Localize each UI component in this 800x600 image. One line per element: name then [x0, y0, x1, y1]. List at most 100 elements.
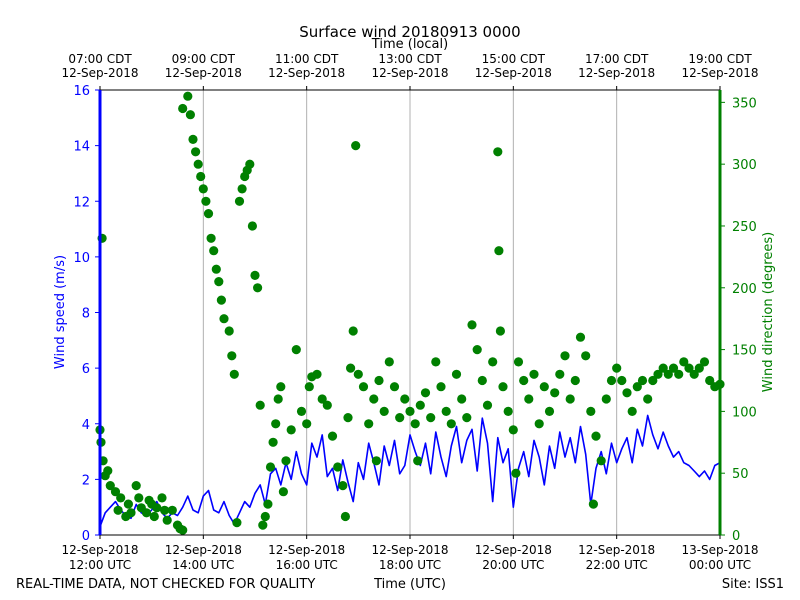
- grid-lines: [202, 90, 618, 535]
- top-tick-date: 12-Sep-2018: [61, 66, 138, 80]
- top-axis-label: Time (local): [371, 37, 448, 52]
- wind-direction-point: [588, 499, 599, 509]
- wind-direction-point: [508, 425, 518, 435]
- left-tick-label: 6: [82, 362, 90, 377]
- bottom-tick-date: 12-Sep-2018: [371, 543, 448, 557]
- wind-direction-point: [255, 400, 265, 410]
- wind-direction-point: [351, 141, 361, 151]
- bottom-tick-time: 20:00 UTC: [482, 558, 544, 572]
- wind-direction-point: [612, 363, 622, 373]
- wind-direction-point: [126, 508, 136, 518]
- wind-direction-point: [663, 369, 673, 379]
- wind-direction-point: [451, 369, 462, 379]
- wind-direction-point: [493, 147, 503, 157]
- wind-direction-point: [436, 382, 446, 392]
- bottom-tick-date: 12-Sep-2018: [578, 543, 655, 557]
- left-tick-label: 12: [73, 195, 90, 210]
- wind-direction-point: [237, 184, 247, 194]
- chart-title: Surface wind 20180913 0000: [299, 23, 520, 41]
- wind-direction-point: [333, 462, 343, 472]
- wind-direction-point: [694, 363, 704, 373]
- top-tick-time: 19:00 CDT: [688, 52, 752, 66]
- wind-direction-point: [232, 518, 242, 528]
- wind-direction-point: [152, 503, 162, 513]
- top-tick-time: 17:00 CDT: [585, 52, 649, 66]
- wind-direction-point: [245, 159, 255, 169]
- wind-direction-point: [160, 505, 170, 515]
- wind-direction-point: [317, 394, 327, 404]
- bottom-tick-time: 22:00 UTC: [586, 558, 648, 572]
- wind-direction-point: [575, 332, 586, 342]
- wind-direction-point: [555, 369, 565, 379]
- wind-direction-point: [544, 406, 555, 416]
- wind-direction-point: [519, 375, 529, 386]
- top-tick-date: 12-Sep-2018: [268, 66, 345, 80]
- wind-direction-point: [258, 520, 268, 530]
- wind-direction-point: [560, 351, 570, 361]
- wind-direction-point: [273, 394, 283, 404]
- wind-direction-point: [116, 493, 126, 503]
- wind-direction-point: [524, 394, 534, 404]
- wind-direction-point: [247, 221, 257, 231]
- wind-direction-point: [304, 382, 314, 392]
- wind-direction-point: [131, 481, 141, 491]
- wind-direction-point: [413, 456, 423, 466]
- wind-direction-point: [276, 382, 286, 392]
- wind-direction-point: [395, 413, 405, 423]
- wind-direction-point: [699, 357, 710, 367]
- wind-direction-point: [346, 363, 356, 373]
- left-tick-label: 16: [73, 84, 90, 99]
- wind-direction-point: [214, 277, 224, 287]
- wind-direction-point: [253, 283, 263, 293]
- wind-direction-point: [206, 233, 216, 243]
- wind-direction-point: [113, 505, 123, 515]
- wind-direction-point: [340, 511, 350, 522]
- wind-direction-point: [268, 437, 278, 447]
- wind-direction-point: [374, 375, 384, 386]
- site-label: Site: ISS1: [722, 577, 784, 592]
- wind-direction-point: [227, 351, 237, 361]
- wind-direction-point: [410, 419, 420, 429]
- wind-direction-point: [622, 388, 632, 398]
- left-tick-label: 4: [82, 418, 90, 433]
- top-tick-time: 11:00 CDT: [275, 52, 339, 66]
- bottom-axis-label: Time (UTC): [373, 577, 446, 592]
- bottom-tick-time: 00:00 UTC: [689, 558, 751, 572]
- top-tick-time: 15:00 CDT: [482, 52, 546, 66]
- wind-direction-point: [123, 499, 133, 509]
- left-tick-label: 10: [73, 251, 90, 266]
- wind-direction-point: [211, 264, 221, 274]
- wind-speed-series: [99, 414, 721, 527]
- wind-direction-point: [219, 314, 229, 324]
- wind-direction-point: [591, 431, 601, 441]
- wind-direction-point: [431, 357, 441, 367]
- wind-direction-point: [353, 369, 363, 379]
- wind-direction-point: [503, 406, 513, 416]
- wind-direction-point: [581, 351, 591, 361]
- wind-direction-point: [400, 394, 410, 404]
- wind-direction-point: [185, 110, 195, 120]
- right-tick-label: 0: [732, 529, 740, 544]
- wind-direction-point: [457, 394, 467, 404]
- bottom-tick-time: 16:00 UTC: [276, 558, 338, 572]
- left-tick-label: 2: [82, 473, 90, 488]
- wind-direction-point: [379, 406, 389, 416]
- right-tick-label: 200: [732, 282, 757, 297]
- wind-direction-point: [348, 326, 358, 336]
- wind-direction-point: [529, 369, 539, 379]
- wind-direction-point: [209, 246, 219, 256]
- wind-direction-point: [216, 295, 226, 305]
- top-tick-time: 07:00 CDT: [68, 52, 132, 66]
- top-tick-date: 12-Sep-2018: [475, 66, 552, 80]
- wind-direction-point: [263, 499, 273, 509]
- top-tick-time: 09:00 CDT: [172, 52, 236, 66]
- right-axis-label: Wind direction (degrees): [761, 232, 776, 392]
- wind-direction-point: [494, 246, 504, 256]
- wind-direction-point: [162, 515, 172, 525]
- wind-direction-point: [658, 363, 668, 373]
- wind-direction-point: [601, 394, 611, 404]
- wind-direction-point: [565, 394, 575, 404]
- wind-direction-point: [534, 419, 544, 429]
